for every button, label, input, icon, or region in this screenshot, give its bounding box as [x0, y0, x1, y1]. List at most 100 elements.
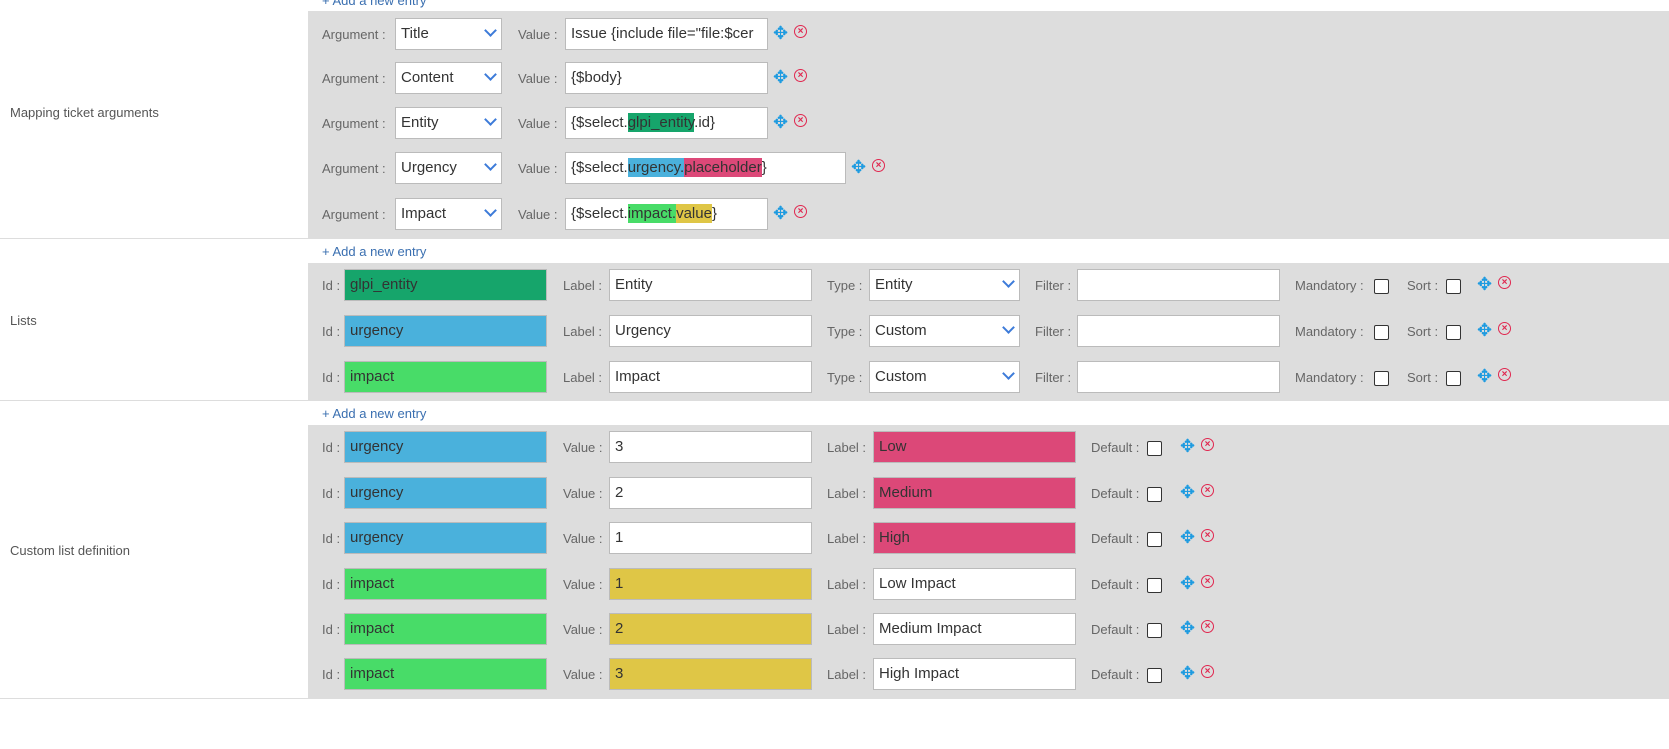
mandatory-checkbox[interactable] — [1374, 371, 1389, 386]
sort-checkbox[interactable] — [1446, 325, 1461, 340]
default-checkbox[interactable] — [1147, 487, 1162, 502]
label-input[interactable]: High — [873, 522, 1076, 554]
default-checkbox[interactable] — [1147, 441, 1162, 456]
delete-icon[interactable]: × — [794, 69, 807, 82]
move-icon[interactable]: ✥ — [1180, 618, 1196, 638]
delete-icon[interactable]: × — [1201, 665, 1214, 678]
filter-input[interactable] — [1077, 315, 1280, 347]
move-icon[interactable]: ✥ — [773, 23, 789, 43]
label-input-text: Medium — [879, 484, 933, 501]
delete-icon[interactable]: × — [1201, 438, 1214, 451]
move-icon[interactable]: ✥ — [1477, 366, 1493, 386]
delete-icon[interactable]: × — [1201, 484, 1214, 497]
delete-icon[interactable]: × — [794, 25, 807, 38]
move-icon[interactable]: ✥ — [1180, 527, 1196, 547]
mandatory-checkbox[interactable] — [1374, 279, 1389, 294]
label-input[interactable]: Low — [873, 431, 1076, 463]
value-input[interactable]: {$body} — [565, 62, 768, 94]
move-icon[interactable]: ✥ — [1180, 573, 1196, 593]
move-icon[interactable]: ✥ — [851, 157, 867, 177]
add-entry-link-custom[interactable]: + Add a new entry — [322, 406, 427, 421]
id-input[interactable]: impact — [344, 361, 547, 393]
move-icon[interactable]: ✥ — [773, 67, 789, 87]
id-input[interactable]: urgency — [344, 522, 547, 554]
default-checkbox[interactable] — [1147, 668, 1162, 683]
value-segment: {$body} — [571, 69, 622, 86]
mandatory-checkbox[interactable] — [1374, 325, 1389, 340]
label-input[interactable]: Low Impact — [873, 568, 1076, 600]
filter-input[interactable] — [1077, 361, 1280, 393]
label-input[interactable]: Medium — [873, 477, 1076, 509]
delete-icon[interactable]: × — [794, 114, 807, 127]
default-checkbox[interactable] — [1147, 532, 1162, 547]
delete-icon[interactable]: × — [794, 205, 807, 218]
label-input[interactable]: Impact — [609, 361, 812, 393]
move-icon[interactable]: ✥ — [773, 203, 789, 223]
type-select[interactable]: Custom — [869, 315, 1020, 347]
value-segment: value — [676, 204, 712, 223]
move-icon[interactable]: ✥ — [1180, 663, 1196, 683]
type-select[interactable]: Entity — [869, 269, 1020, 301]
delete-icon[interactable]: × — [1498, 276, 1511, 289]
move-icon[interactable]: ✥ — [1477, 320, 1493, 340]
value-segment: {$select. — [571, 159, 628, 176]
move-icon[interactable]: ✥ — [1180, 482, 1196, 502]
chevron-down-icon — [1002, 367, 1015, 380]
value-input[interactable]: {$select.impact.value} — [565, 198, 768, 230]
sort-checkbox[interactable] — [1446, 371, 1461, 386]
move-icon[interactable]: ✥ — [1180, 436, 1196, 456]
id-input[interactable]: urgency — [344, 431, 547, 463]
argument-select[interactable]: Entity — [395, 107, 502, 139]
value-input[interactable]: 1 — [609, 568, 812, 600]
value-input[interactable]: 3 — [609, 658, 812, 690]
value-input[interactable]: 3 — [609, 431, 812, 463]
id-input[interactable]: urgency — [344, 315, 547, 347]
id-input[interactable]: urgency — [344, 477, 547, 509]
argument-select[interactable]: Impact — [395, 198, 502, 230]
value-input[interactable]: {$select.glpi_entity.id} — [565, 107, 768, 139]
section-title-lists: Lists — [10, 313, 37, 328]
value-input[interactable]: {$select.urgency.placeholder} — [565, 152, 846, 184]
label-input[interactable]: Urgency — [609, 315, 812, 347]
value-input[interactable]: 2 — [609, 477, 812, 509]
id-input-text: impact — [350, 575, 395, 592]
add-entry-link-mapping[interactable]: + Add a new entry — [322, 0, 427, 8]
id-input-text: urgency — [350, 484, 404, 501]
label-input-text: Medium Impact — [879, 620, 982, 637]
move-icon[interactable]: ✥ — [773, 112, 789, 132]
field-label: Label : — [827, 531, 867, 546]
default-checkbox[interactable] — [1147, 623, 1162, 638]
delete-icon[interactable]: × — [1201, 620, 1214, 633]
add-entry-link-lists[interactable]: + Add a new entry — [322, 244, 427, 259]
argument-select[interactable]: Content — [395, 62, 502, 94]
id-input[interactable]: impact — [344, 568, 547, 600]
filter-input[interactable] — [1077, 269, 1280, 301]
argument-select[interactable]: Urgency — [395, 152, 502, 184]
field-label: Label : — [563, 370, 603, 385]
type-select[interactable]: Custom — [869, 361, 1020, 393]
delete-icon[interactable]: × — [872, 159, 885, 172]
id-input[interactable]: impact — [344, 613, 547, 645]
label-input[interactable]: High Impact — [873, 658, 1076, 690]
id-input-text: impact — [350, 620, 395, 637]
move-icon[interactable]: ✥ — [1477, 274, 1493, 294]
value-input-text: 3 — [615, 665, 624, 682]
argument-select[interactable]: Title — [395, 18, 502, 50]
field-label: Value : — [563, 667, 603, 682]
default-checkbox[interactable] — [1147, 578, 1162, 593]
field-label: Default : — [1091, 667, 1140, 682]
value-input[interactable]: Issue {include file="file:$cer — [565, 18, 768, 50]
value-input-text: 1 — [615, 529, 624, 546]
delete-icon[interactable]: × — [1498, 322, 1511, 335]
value-input[interactable]: 2 — [609, 613, 812, 645]
sort-checkbox[interactable] — [1446, 279, 1461, 294]
label-input[interactable]: Medium Impact — [873, 613, 1076, 645]
mapping-row: Argument : Urgency Value : {$select.urgency… — [0, 146, 1669, 192]
delete-icon[interactable]: × — [1201, 575, 1214, 588]
id-input[interactable]: glpi_entity — [344, 269, 547, 301]
id-input[interactable]: impact — [344, 658, 547, 690]
delete-icon[interactable]: × — [1498, 368, 1511, 381]
delete-icon[interactable]: × — [1201, 529, 1214, 542]
value-input[interactable]: 1 — [609, 522, 812, 554]
label-input[interactable]: Entity — [609, 269, 812, 301]
